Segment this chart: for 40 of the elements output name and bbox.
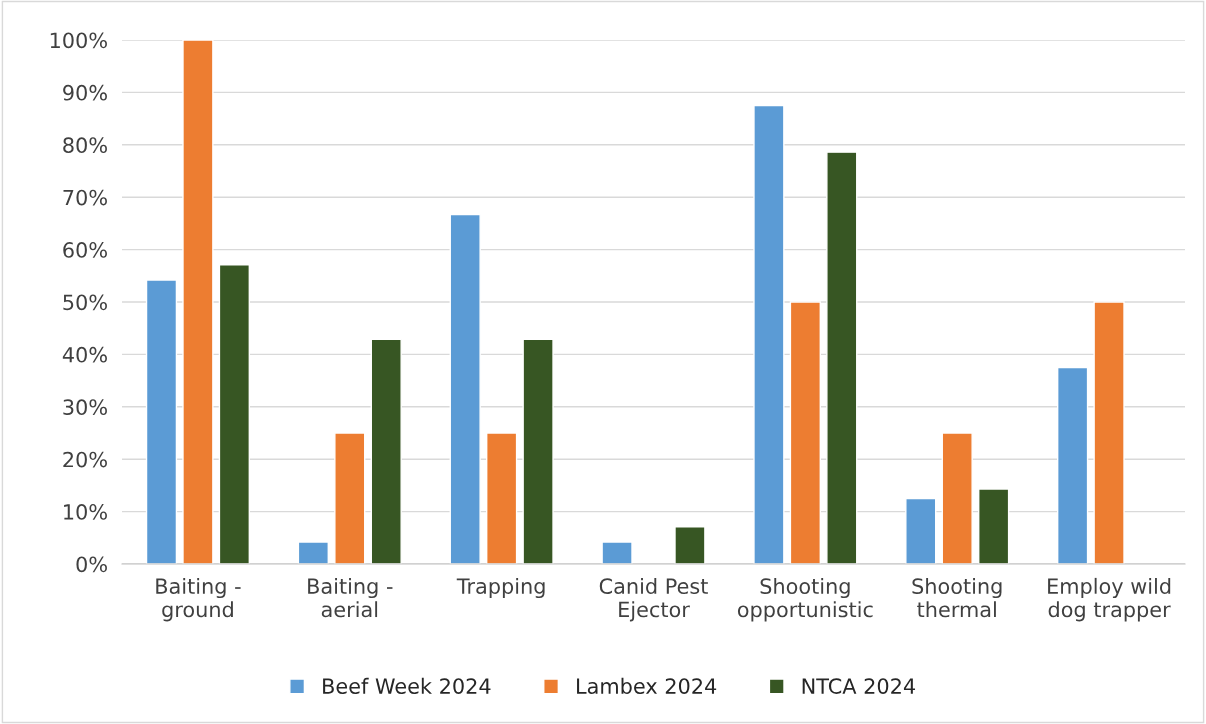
bar bbox=[826, 151, 858, 564]
y-tick-label: 0% bbox=[76, 556, 107, 573]
legend-label: NTCA 2024 bbox=[802, 678, 916, 694]
bar bbox=[334, 432, 366, 564]
y-tick-label: 20% bbox=[63, 451, 107, 468]
y-tick-label: 10% bbox=[64, 504, 107, 520]
bar bbox=[674, 526, 706, 564]
bar bbox=[1093, 301, 1125, 564]
y-tick-label: 50% bbox=[63, 294, 107, 311]
bar bbox=[753, 104, 785, 564]
x-tick-label: Shooting opportunistic bbox=[737, 577, 873, 622]
bar bbox=[601, 541, 633, 564]
bar bbox=[370, 338, 402, 564]
legend-label: Beef Week 2024 bbox=[323, 677, 491, 694]
bar bbox=[486, 432, 518, 564]
x-tick-label: Baiting - aerial bbox=[308, 577, 393, 618]
y-tick-label: 70% bbox=[63, 189, 107, 206]
x-tick-label: Employ wild dog trapper bbox=[1048, 577, 1171, 622]
bar bbox=[905, 497, 937, 564]
bar bbox=[978, 488, 1010, 564]
x-tick-label: Canid Pest Ejector bbox=[599, 577, 708, 622]
y-tick-label: 100% bbox=[50, 32, 107, 49]
bar bbox=[182, 40, 214, 564]
bar bbox=[1056, 366, 1089, 564]
bar bbox=[789, 301, 821, 564]
y-tick-label: 60% bbox=[63, 242, 107, 258]
bar bbox=[941, 432, 973, 564]
y-tick-label: 80% bbox=[63, 137, 107, 154]
bar bbox=[218, 264, 251, 564]
y-tick-label: 30% bbox=[63, 399, 107, 416]
y-tick-label: 40% bbox=[62, 346, 107, 363]
bar bbox=[297, 541, 329, 564]
legend-label: Lambex 2024 bbox=[577, 677, 717, 694]
bar bbox=[145, 279, 178, 564]
x-tick-label: Baiting - ground bbox=[156, 577, 241, 622]
y-tick-label: 90% bbox=[63, 84, 107, 101]
x-tick-label: Trapping bbox=[456, 577, 545, 599]
bar bbox=[449, 213, 481, 564]
bar bbox=[522, 338, 554, 564]
x-tick-label: Shooting thermal bbox=[912, 577, 1002, 618]
